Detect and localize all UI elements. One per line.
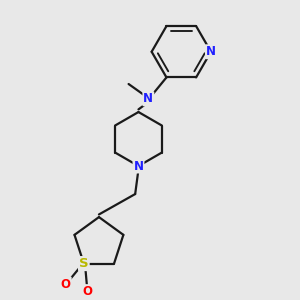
Text: S: S — [79, 257, 89, 270]
Text: O: O — [61, 278, 71, 290]
Text: N: N — [206, 45, 216, 58]
Text: O: O — [82, 285, 92, 298]
Text: N: N — [143, 92, 153, 105]
Text: N: N — [134, 160, 143, 172]
